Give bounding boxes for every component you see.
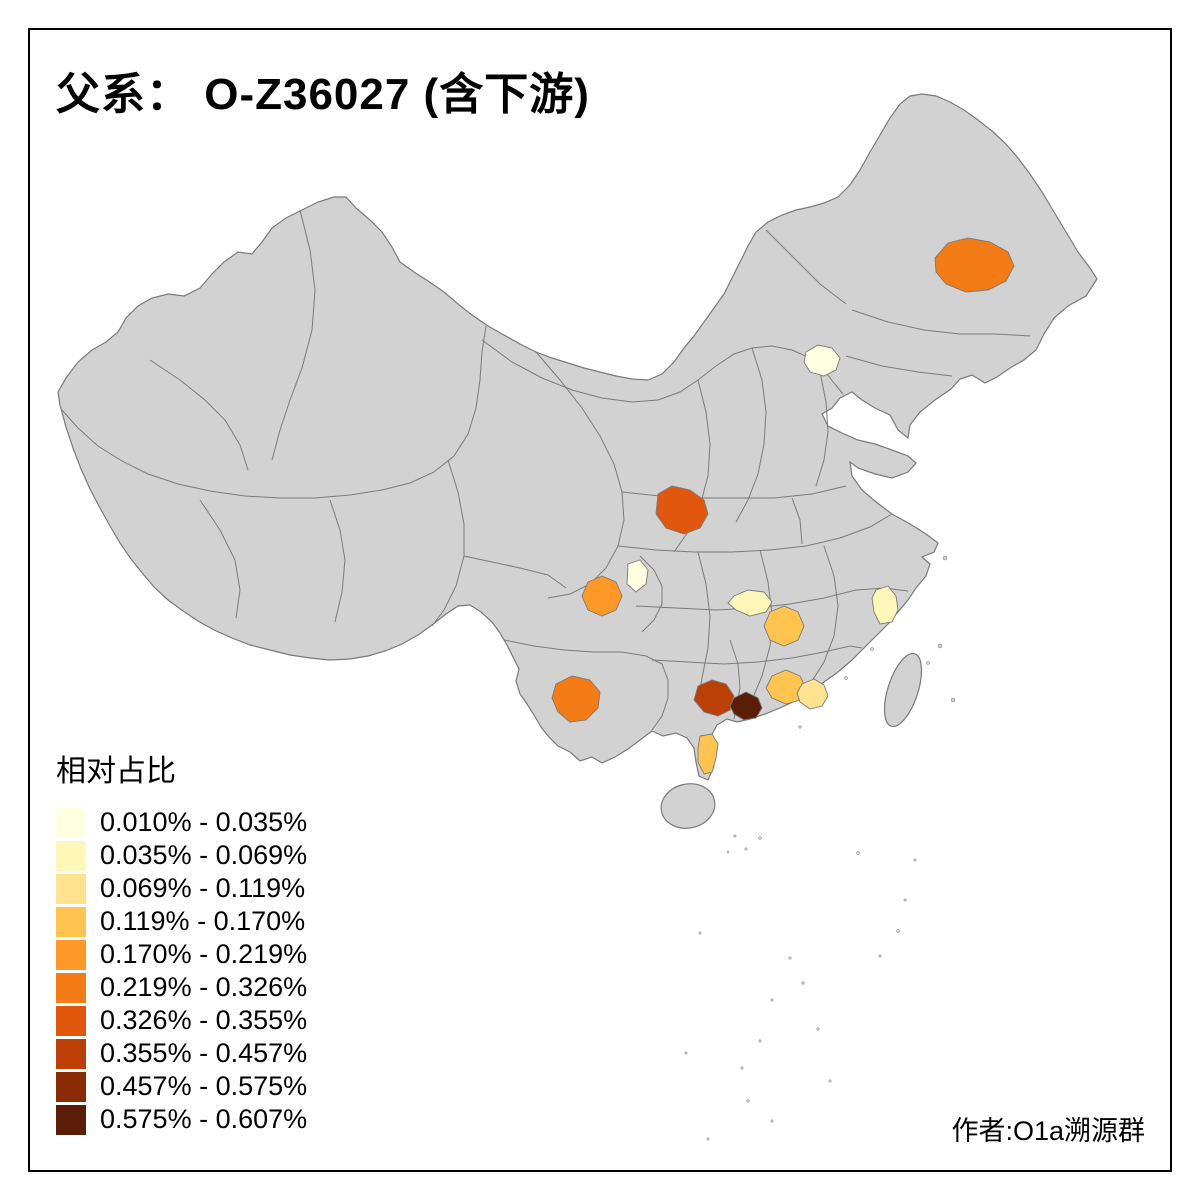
legend-row: 0.119% - 0.170%	[56, 905, 307, 938]
legend-label: 0.219% - 0.326%	[100, 972, 308, 1002]
legend-row: 0.219% - 0.326%	[56, 971, 307, 1004]
island-dot	[950, 697, 956, 703]
border-line	[149, 359, 249, 471]
legend-swatch	[56, 873, 86, 904]
legend-swatch	[56, 972, 86, 1003]
border-line	[809, 545, 839, 685]
island-dot	[903, 898, 907, 902]
island-dot	[706, 1137, 710, 1141]
region-north-sichuan-prefecture	[626, 559, 649, 593]
legend-row: 0.170% - 0.219%	[56, 938, 307, 971]
region-south-shaanxi-prefecture	[655, 485, 709, 535]
island-dot	[844, 676, 848, 680]
legend-label: 0.035% - 0.069%	[100, 840, 308, 870]
island-dot	[770, 998, 774, 1002]
island-dot	[726, 850, 730, 854]
border-line	[617, 513, 893, 553]
border-line	[199, 499, 241, 619]
legend-swatch	[56, 807, 86, 838]
legend-swatch	[56, 840, 86, 871]
island-dot	[698, 931, 702, 935]
border-line	[639, 555, 663, 633]
border-line	[815, 371, 829, 487]
plot-title: 父系： O-Z36027 (含下游)	[56, 70, 590, 119]
legend-swatch	[56, 1104, 86, 1135]
island-dot	[926, 661, 930, 665]
region-leizhou-peninsula-prefecture	[697, 733, 719, 775]
attribution-text: 作者:O1a溯源群	[951, 1116, 1145, 1146]
legend-label: 0.575% - 0.607%	[100, 1104, 308, 1134]
region-coastal-zhejiang-prefecture	[871, 585, 899, 625]
legend-label: 0.457% - 0.575%	[100, 1071, 308, 1101]
legend-row: 0.069% - 0.119%	[56, 872, 307, 905]
island-dot	[828, 1079, 832, 1083]
legend-label: 0.069% - 0.119%	[100, 873, 306, 903]
region-yunnan-prefecture	[551, 675, 601, 723]
border-line	[271, 209, 316, 461]
highlighted-regions	[551, 237, 1015, 775]
border-line	[651, 645, 863, 665]
legend-row: 0.326% - 0.355%	[56, 1004, 307, 1037]
border-line	[851, 309, 1031, 337]
island-dot	[870, 647, 874, 651]
island-dot	[744, 847, 748, 851]
island-dot	[746, 1099, 750, 1103]
legend-label: 0.119% - 0.170%	[100, 906, 306, 936]
legend-row: 0.457% - 0.575%	[56, 1070, 307, 1103]
legend-swatch	[56, 906, 86, 937]
region-west-guangdong-prefecture	[729, 691, 763, 721]
island-dot	[937, 643, 943, 649]
border-line	[765, 229, 847, 305]
legend-row: 0.010% - 0.035%	[56, 806, 307, 839]
border-line	[791, 497, 803, 545]
legend-label: 0.326% - 0.355%	[100, 1005, 308, 1035]
border-line	[503, 639, 669, 731]
border-line	[329, 499, 346, 623]
border-line	[463, 555, 567, 589]
island-dot	[913, 858, 917, 862]
legend-swatch	[56, 1071, 86, 1102]
taiwan-island	[883, 652, 923, 728]
region-east-guangxi-prefecture	[693, 679, 735, 717]
region-central-guangdong-prefecture-2	[796, 678, 829, 710]
region-beijing-area-prefecture	[803, 344, 841, 377]
legend-label: 0.170% - 0.219%	[100, 939, 308, 969]
region-west-jiangxi-prefecture	[763, 605, 805, 647]
legend-row: 0.355% - 0.457%	[56, 1037, 307, 1070]
legend-row: 0.575% - 0.607%	[56, 1103, 307, 1136]
region-hunan-prefecture	[727, 589, 773, 617]
island-dot	[733, 834, 737, 838]
island-dot	[816, 1027, 820, 1031]
legend-title: 相对占比	[56, 755, 176, 788]
island-dot	[740, 1066, 744, 1070]
island-dot	[801, 981, 805, 985]
region-northeast-prefecture	[934, 237, 1015, 293]
island-dot	[770, 1119, 774, 1123]
border-line	[845, 355, 953, 377]
island-dot	[798, 725, 802, 729]
border-line	[61, 325, 487, 499]
hainan-island	[660, 783, 716, 829]
legend-swatch	[56, 1038, 86, 1069]
border-line	[697, 551, 711, 705]
legend-row: 0.035% - 0.069%	[56, 839, 307, 872]
island-dot	[788, 956, 792, 960]
region-chengdu-area-prefecture	[581, 575, 623, 617]
border-line	[735, 347, 767, 523]
island-dot	[856, 851, 860, 855]
border-line	[635, 587, 909, 611]
island-dot	[878, 954, 882, 958]
island-dot	[684, 1051, 688, 1055]
small-islands	[684, 555, 956, 1141]
legend-swatch	[56, 1005, 86, 1036]
island-dot	[942, 555, 948, 561]
island-dot	[758, 836, 762, 840]
island-dot	[758, 1039, 762, 1043]
legend: 相对占比 0.010% - 0.035% 0.035% - 0.069% 0.0…	[56, 746, 307, 1136]
legend-swatch	[56, 939, 86, 970]
legend-label: 0.010% - 0.035%	[100, 807, 308, 837]
legend-label: 0.355% - 0.457%	[100, 1038, 308, 1068]
island-dot	[896, 929, 900, 933]
